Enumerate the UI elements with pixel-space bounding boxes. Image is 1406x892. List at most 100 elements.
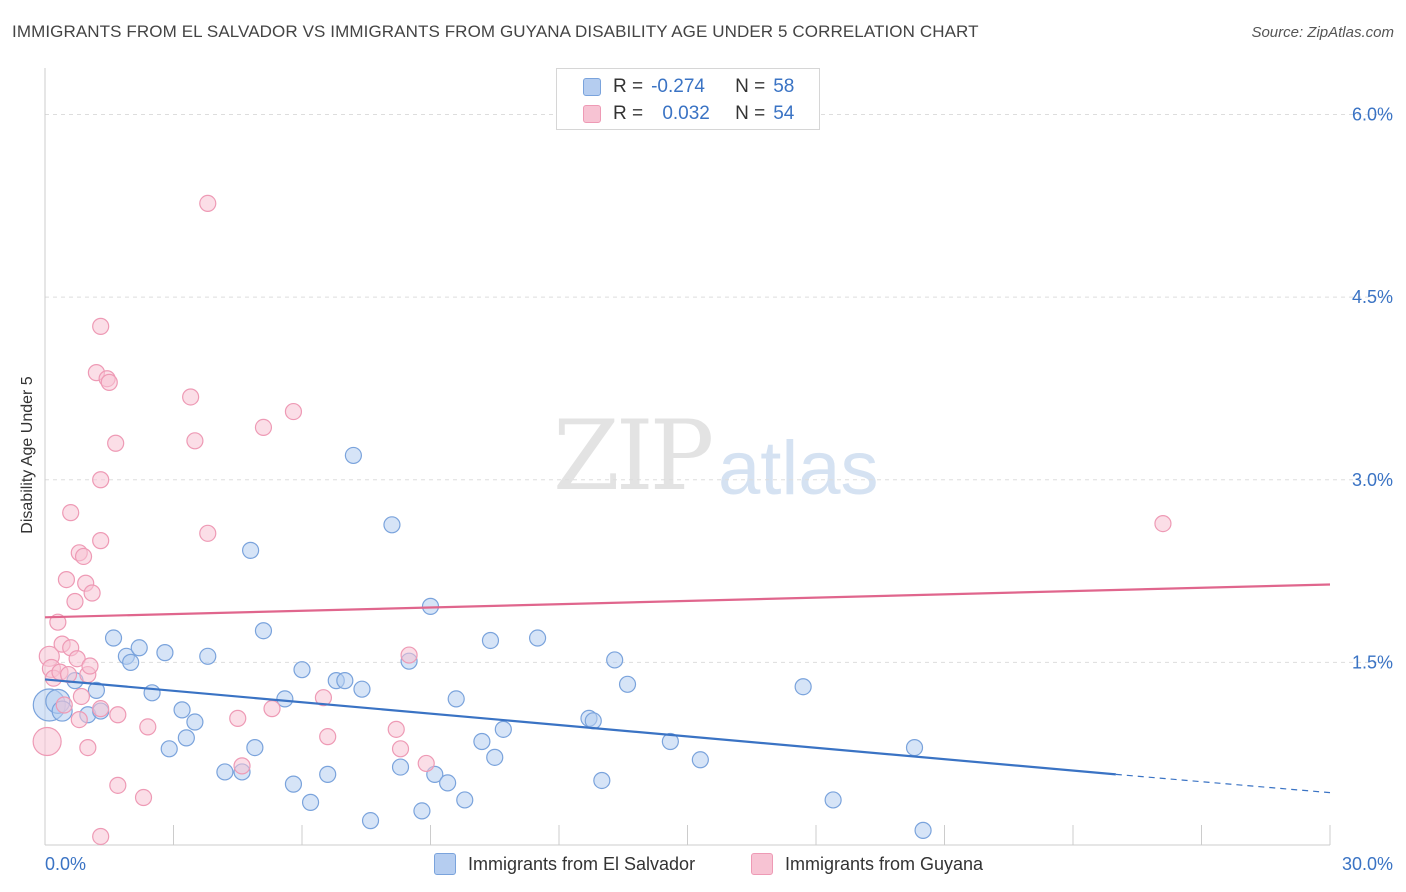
data-point-pink (107, 434, 125, 452)
data-point-blue (173, 701, 191, 719)
chart-title: IMMIGRANTS FROM EL SALVADOR VS IMMIGRANT… (12, 22, 979, 41)
y-tick-label: 3.0% (1352, 470, 1393, 490)
data-point-pink (1154, 514, 1172, 533)
data-point-blue (336, 672, 354, 690)
legend-swatch-blue (583, 78, 601, 96)
data-point-pink (92, 317, 110, 335)
data-point-pink (233, 757, 251, 775)
data-point-blue (914, 821, 932, 839)
trend-line-blue (44, 678, 1116, 776)
data-point-pink (79, 739, 97, 757)
data-point-blue (481, 631, 500, 650)
legend-r-value: 0.032 (662, 103, 710, 124)
x-tick-label: 30.0% (1342, 854, 1393, 874)
data-point-blue (383, 516, 401, 534)
data-point-pink (109, 706, 127, 724)
data-point-blue (691, 751, 709, 769)
data-point-pink (139, 718, 157, 736)
legend-n-label: N = (735, 103, 766, 124)
data-point-blue (246, 739, 264, 757)
data-point-pink (100, 373, 118, 391)
data-point-pink (199, 524, 217, 542)
correlation-legend: R = -0.274 N = 58 R = 0.032 N = 54 (556, 68, 820, 130)
data-point-blue (528, 629, 547, 647)
data-point-blue (494, 720, 512, 738)
data-point-blue (254, 622, 273, 640)
data-point-pink (109, 776, 127, 794)
data-point-blue (319, 765, 337, 783)
data-point-blue (361, 812, 380, 830)
legend-n-value: 58 (773, 76, 795, 97)
trend-line-pink (44, 583, 1331, 619)
y-tick-label: 6.0% (1352, 105, 1393, 125)
data-point-pink (68, 650, 86, 668)
data-point-blue (122, 653, 140, 671)
series-legend: Immigrants from El Salvador Immigrants f… (0, 850, 1406, 878)
legend-n-value: 54 (773, 103, 795, 124)
trend-line-extension-blue (1115, 773, 1331, 794)
data-point-blue (160, 740, 178, 758)
data-point-pink (32, 726, 62, 757)
source-credit: Source: ZipAtlas.com (1251, 24, 1394, 41)
legend-item-guyana: Immigrants from Guyana (751, 850, 983, 878)
data-point-pink (70, 711, 88, 729)
data-point-blue (661, 732, 679, 751)
data-point-blue (242, 541, 260, 559)
data-point-pink (55, 696, 73, 714)
data-point-blue (301, 793, 320, 811)
data-point-pink (81, 657, 99, 675)
legend-label: Immigrants from Guyana (785, 853, 984, 874)
data-point-blue (618, 675, 637, 693)
y-tick-label: 1.5% (1352, 652, 1393, 672)
data-point-blue (344, 446, 362, 465)
data-point-blue (143, 684, 161, 702)
data-point-pink (62, 504, 80, 522)
data-point-pink (92, 827, 110, 846)
data-point-blue (473, 732, 491, 751)
data-point-blue (593, 771, 611, 790)
legend-swatch-pink (751, 853, 773, 875)
legend-r-value: -0.274 (651, 76, 705, 97)
data-point-blue (824, 791, 842, 809)
data-point-blue (447, 690, 465, 708)
data-point-pink (417, 754, 435, 773)
data-point-blue (584, 712, 602, 730)
data-point-blue (216, 763, 234, 781)
data-point-blue (104, 629, 123, 647)
data-point-pink (72, 687, 91, 706)
watermark-zip: ZIP (553, 400, 714, 512)
data-point-pink (92, 700, 110, 718)
data-point-pink (92, 532, 110, 550)
watermark-atlas: atlas (718, 426, 879, 511)
data-point-blue (130, 639, 148, 657)
data-point-pink (182, 388, 200, 406)
data-point-blue (293, 661, 311, 679)
data-point-blue (456, 791, 474, 809)
data-point-pink (391, 740, 410, 758)
data-point-pink (284, 402, 303, 421)
data-point-pink (387, 720, 405, 738)
data-point-blue (199, 647, 217, 665)
data-point-pink (199, 194, 217, 212)
data-point-pink (263, 700, 281, 718)
data-point-pink (314, 689, 333, 707)
data-point-blue (353, 680, 371, 698)
data-point-pink (319, 728, 337, 746)
data-point-pink (254, 418, 273, 437)
data-point-pink (400, 646, 418, 664)
data-point-blue (156, 644, 174, 662)
legend-swatch-pink (583, 105, 601, 123)
data-point-blue (87, 681, 106, 699)
legend-n-label: N = (735, 76, 766, 97)
data-point-pink (83, 584, 101, 602)
data-point-blue (177, 729, 195, 747)
data-point-pink (57, 570, 76, 589)
data-point-blue (439, 774, 457, 792)
data-point-pink (186, 432, 204, 450)
data-point-pink (74, 547, 93, 566)
x-tick-label: 0.0% (45, 854, 86, 874)
data-point-blue (413, 802, 431, 820)
data-point-blue (284, 775, 303, 793)
data-point-blue (794, 678, 812, 696)
